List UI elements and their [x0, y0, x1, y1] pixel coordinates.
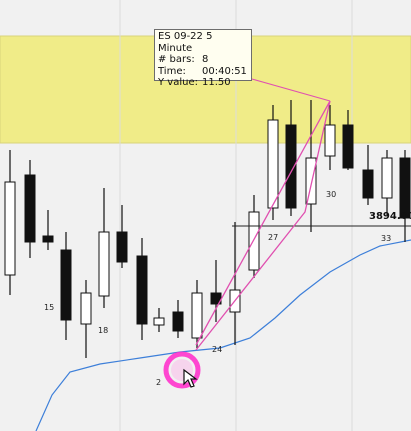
tooltip-value: 11.50 — [202, 77, 231, 88]
bar-label-18: 18 — [98, 326, 108, 335]
candle-body-9 — [172, 311, 184, 332]
candle-body-14 — [267, 119, 279, 209]
candle-body-19 — [362, 169, 374, 199]
bar-label-30: 30 — [326, 190, 336, 199]
tooltip-value: 8 — [202, 54, 209, 65]
candle-body-1 — [24, 174, 36, 243]
candle-body-18 — [342, 124, 354, 169]
candle-body-6 — [116, 231, 128, 263]
price-label: 3894.00 — [369, 211, 411, 222]
bar-label-15: 15 — [44, 303, 54, 312]
tooltip-row-yvalue: Y value: 11.50 — [158, 77, 248, 89]
candle-body-10 — [191, 292, 203, 339]
tooltip-value: 00:40:51 — [202, 65, 247, 77]
candle-body-21 — [399, 157, 411, 219]
bar-label-2: 2 — [156, 378, 161, 387]
candle-body-17 — [324, 124, 336, 157]
candle-body-5 — [98, 231, 110, 297]
tooltip-row-time: Time: 00:40:51 — [158, 66, 248, 78]
candle-body-8 — [153, 317, 165, 326]
tooltip-key: Time: — [158, 65, 186, 77]
candle-body-7 — [136, 255, 148, 325]
chart-tooltip: ES 09-22 5 Minute # bars: 8 Time: 00:40:… — [154, 29, 252, 88]
bar-label-33: 33 — [381, 234, 391, 243]
candle-body-15 — [285, 124, 297, 209]
candle-body-4 — [80, 292, 92, 325]
bar-label-27: 27 — [268, 233, 278, 242]
tooltip-connector — [251, 78, 331, 102]
tooltip-key: Y value: — [158, 77, 198, 88]
candles-group — [4, 100, 411, 358]
tooltip-title: ES 09-22 5 Minute — [158, 31, 213, 54]
bar-number-labels: 15 18 2 24 27 30 33 — [44, 190, 391, 387]
candle-body-3 — [60, 249, 72, 321]
candle-body-0 — [4, 181, 16, 276]
mouse-cursor-icon — [183, 368, 198, 388]
candle-body-2 — [42, 235, 54, 243]
candle-body-13 — [248, 211, 260, 271]
candle-body-20 — [381, 157, 393, 199]
drawn-trendline[interactable] — [195, 100, 331, 351]
candle-body-16 — [305, 157, 317, 205]
bar-label-24: 24 — [212, 345, 222, 354]
tooltip-key: # bars: — [158, 54, 195, 65]
tooltip-row-bars: # bars: 8 — [158, 54, 248, 66]
